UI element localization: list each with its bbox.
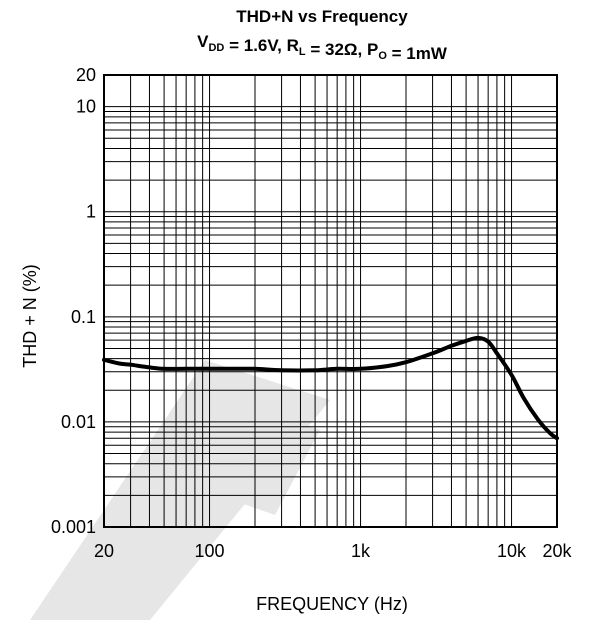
watermark-shape [60,580,140,620]
y-tick-label: 0.01 [61,412,96,432]
chart-title: THD+N vs Frequency [236,7,408,26]
subtitle-part: = 1mW [387,44,448,63]
x-tick-label: 1k [351,541,371,561]
subtitle-subscript: O [378,50,387,62]
watermark-shape [175,395,320,515]
subtitle-part: = 32Ω, P [306,40,379,59]
subtitle-subscript: DD [208,42,224,54]
x-tick-labels: 20 100 1k 10k 20k [94,541,573,561]
x-tick-label: 10k [497,541,527,561]
chart-grid [104,75,557,527]
x-tick-label: 100 [195,541,225,561]
x-tick-label: 20 [94,541,114,561]
x-axis-label: FREQUENCY (Hz) [256,594,408,614]
y-tick-label: 1 [86,202,96,222]
plot-frame [103,74,558,528]
chart-subtitle: VDD = 1.6V, RL = 32Ω, PO = 1mW [197,32,448,63]
y-axis-label: THD + N (%) [20,264,40,368]
subtitle-subscript: L [299,46,306,58]
x-tick-label: 20k [542,541,572,561]
y-tick-label: 20 [76,65,96,85]
y-tick-label: 0.1 [71,307,96,327]
y-tick-labels: 0.001 0.01 0.1 1 10 20 [51,65,96,537]
y-tick-label: 0.001 [51,517,96,537]
thd-curve [102,335,559,441]
watermark [30,360,330,620]
y-tick-label: 10 [76,97,96,117]
subtitle-part: V [197,32,209,51]
subtitle-part: = 1.6V, R [224,36,299,55]
